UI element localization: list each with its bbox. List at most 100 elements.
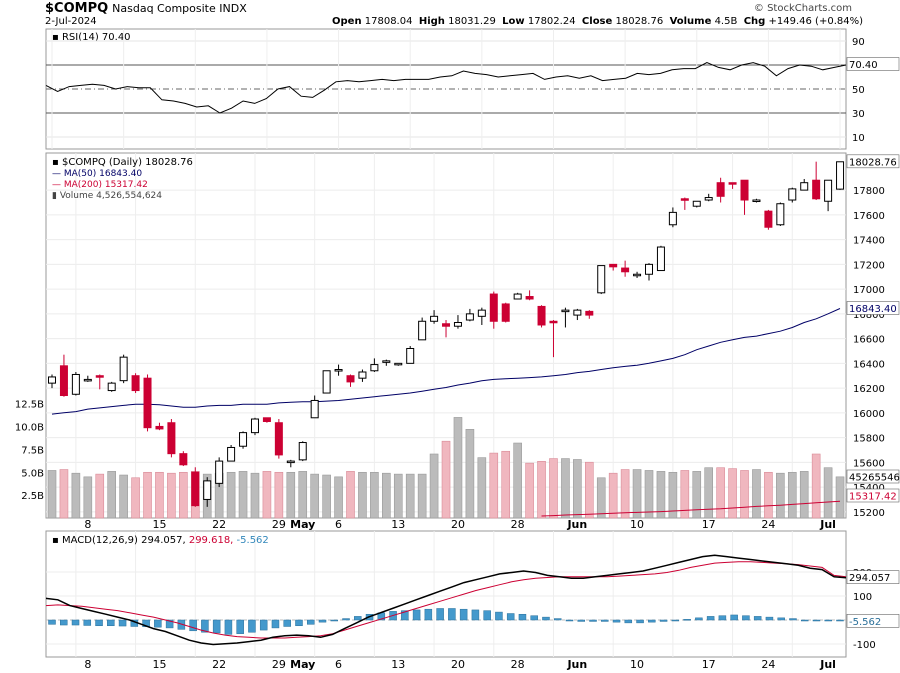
candle-body — [131, 375, 140, 392]
volume-tag: 4526554624 — [849, 473, 900, 484]
macd-signal-line — [45, 561, 847, 639]
macd-histogram-bar — [401, 610, 409, 621]
macd-hist-tag: -5.562 — [849, 617, 881, 628]
volume-bar — [644, 470, 654, 519]
price-tick-label: 16600 — [853, 335, 885, 346]
volume-tick-label: 12.5B — [15, 400, 44, 411]
macd-histogram-bar — [118, 619, 127, 627]
volume-bar — [608, 472, 618, 519]
price-x-label: 17 — [702, 518, 716, 531]
candle-body — [740, 179, 749, 201]
volume-bar — [131, 477, 140, 519]
volume-tick-label: 2.5B — [21, 491, 44, 502]
price-tick-label: 17400 — [853, 236, 885, 247]
volume-bar — [537, 461, 546, 519]
ma50-line — [51, 308, 841, 415]
candle-body — [704, 197, 713, 201]
candle-body — [728, 182, 737, 185]
volume-bar — [811, 453, 821, 519]
price-tick-label: 16400 — [853, 359, 885, 370]
symbol-name: Nasdaq Composite INDX — [112, 2, 247, 15]
volume-bar — [417, 473, 427, 519]
macd-histogram-bar — [483, 610, 491, 621]
macd-x-label: 28 — [511, 658, 525, 671]
ma50-tag: 16843.40 — [849, 304, 897, 315]
candle-body — [800, 182, 809, 191]
last-price-tag-box — [846, 154, 900, 169]
candle-body — [239, 432, 248, 447]
candle-body — [250, 418, 259, 434]
candle-body — [370, 364, 379, 372]
volume-bar — [525, 462, 534, 519]
macd-histogram-bar — [589, 619, 597, 622]
macd-panel: 200100-100 ▪ MACD(12,26,9) 294.057, 299.… — [45, 530, 876, 658]
volume-legend: ▮ Volume 4,526,554,624 — [52, 191, 162, 201]
candle-body — [836, 161, 845, 190]
macd-histogram-bar — [765, 616, 774, 621]
volume-bar — [549, 458, 558, 519]
macd-x-label: 8 — [84, 658, 91, 671]
volume-bar — [680, 470, 690, 519]
macd-histogram-bar — [683, 619, 691, 621]
candle-body — [95, 375, 104, 378]
volume-bar — [620, 469, 630, 519]
candle-body — [645, 263, 653, 275]
candle-body — [680, 198, 689, 201]
candle-body — [513, 293, 522, 300]
macd-histogram-bar — [612, 619, 621, 623]
candle-body — [549, 320, 558, 324]
macd-histogram-bar — [60, 619, 68, 626]
macd-histogram-bar — [142, 619, 150, 628]
candle-body — [824, 179, 833, 202]
ma200-line — [541, 500, 841, 517]
candle-body — [334, 369, 343, 372]
candle-body — [561, 309, 570, 313]
price-tick-label: 17000 — [853, 285, 885, 296]
candle-body — [573, 309, 582, 316]
macd-histogram-bar — [800, 619, 809, 622]
candle-body — [776, 203, 785, 226]
candle-body — [633, 273, 642, 277]
macd-histogram-bar — [71, 619, 80, 626]
volume-bar — [596, 477, 606, 519]
volume-bar — [704, 467, 714, 519]
price-tick-label: 15200 — [853, 508, 885, 519]
rsi-tick-label: 30 — [852, 109, 865, 120]
candle-body — [716, 182, 725, 197]
candle-body — [83, 378, 92, 382]
volume-bar — [764, 471, 773, 519]
macd-histogram-bar — [424, 608, 433, 621]
macd-histogram-bar — [495, 611, 503, 621]
candle-body — [59, 365, 68, 397]
macd-histogram-bar — [259, 619, 268, 631]
macd-x-label: 10 — [630, 658, 644, 671]
brand-watermark[interactable]: © StockCharts.com — [753, 3, 852, 14]
macd-x-label: 6 — [335, 658, 342, 671]
volume-bar — [465, 429, 475, 519]
macd-histogram-bar — [271, 619, 280, 629]
candle-body — [274, 422, 283, 456]
price-tick-label: 16000 — [853, 409, 885, 420]
candle-body — [752, 199, 761, 203]
macd-histogram-bar — [777, 617, 785, 621]
volume-bar — [71, 472, 81, 519]
price-x-label: Jul — [819, 518, 836, 531]
chart-header: $COMPQ Nasdaq Composite INDX 2-Jul-2024 ©… — [0, 0, 900, 30]
candle-body — [215, 460, 224, 484]
macd-histogram-bar — [224, 619, 233, 635]
candle-body — [191, 471, 200, 507]
price-label: ▪ $COMPQ (Daily) 18028.76 — [52, 157, 193, 168]
last-price-tag: 18028.76 — [849, 157, 897, 168]
macd-histogram-bar — [730, 614, 738, 621]
macd-histogram-bar — [295, 619, 303, 627]
volume-bar — [716, 467, 725, 519]
macd-x-label: Jul — [819, 658, 836, 671]
price-x-label: May — [290, 518, 315, 531]
volume-bar — [441, 440, 451, 519]
candle-body — [442, 323, 451, 327]
macd-histogram-bar — [471, 609, 480, 621]
macd-histogram-bar — [354, 616, 362, 621]
macd-histogram-bar — [95, 619, 103, 627]
candle-body — [585, 310, 594, 316]
volume-bar — [513, 442, 522, 519]
